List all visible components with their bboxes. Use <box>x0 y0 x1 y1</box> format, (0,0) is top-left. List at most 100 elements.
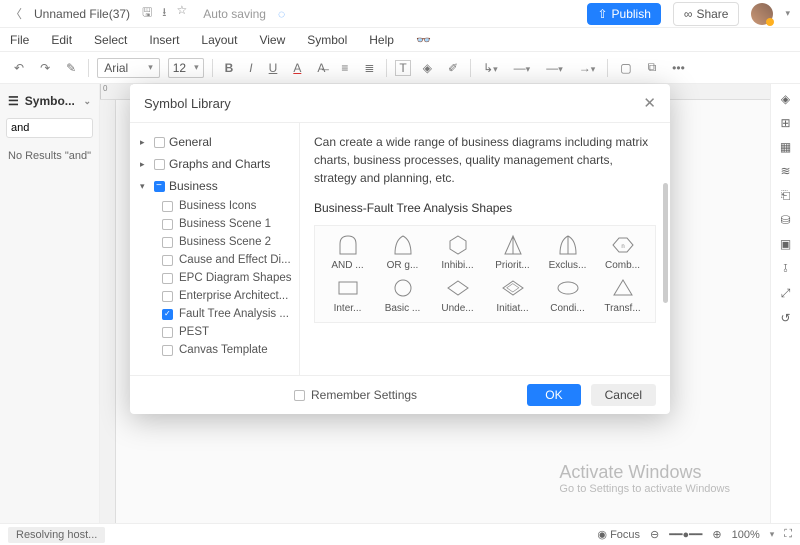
modal-header: Symbol Library ✕ <box>130 84 670 123</box>
shape-item[interactable]: AND ... <box>323 234 372 271</box>
category-tree: ▸General▸Graphs and Charts▾BusinessBusin… <box>130 123 300 375</box>
arrow-icon[interactable]: →▾ <box>575 59 600 77</box>
save-icon[interactable]: 🖫 <box>142 3 152 24</box>
shape-item[interactable]: Priorit... <box>488 234 537 271</box>
menu-view[interactable]: View <box>259 33 285 47</box>
menu-help[interactable]: Help <box>369 33 394 47</box>
fill-icon[interactable]: ◈ <box>419 59 436 77</box>
tree-subcategory[interactable]: Enterprise Architect... <box>134 287 295 305</box>
category-description: Can create a wide range of business diag… <box>314 133 656 187</box>
menu-bar: File Edit Select Insert Layout View Symb… <box>0 28 800 52</box>
tree-subcategory[interactable]: Canvas Template <box>134 341 295 359</box>
shape-item[interactable]: Condi... <box>543 277 592 314</box>
bookmark-icon[interactable]: ⎗ <box>781 188 791 203</box>
symbols-panel-head[interactable]: ☰Symbo...⌄ <box>6 90 93 112</box>
export-icon[interactable]: ⭳ <box>162 3 166 24</box>
publish-button[interactable]: ⇧Publish <box>587 3 660 25</box>
avatar-menu-icon[interactable]: ▾ <box>785 8 790 19</box>
font-size-selector[interactable]: 12▾ <box>168 58 204 78</box>
menu-layout[interactable]: Layout <box>201 33 237 47</box>
font-selector[interactable]: Arial▾ <box>97 58 160 78</box>
zoom-in-icon[interactable]: ⊕ <box>712 528 721 541</box>
italic-icon[interactable]: I <box>245 59 256 77</box>
zoom-slider[interactable]: ━━●━━ <box>669 528 702 541</box>
shapes-grid: AND ...OR g...Inhibi...Priorit...Exclus.… <box>314 225 656 323</box>
database-icon[interactable]: ⛁ <box>780 213 790 227</box>
star-icon[interactable]: ☆ <box>177 3 188 24</box>
crop-icon[interactable]: ▢ <box>616 59 635 77</box>
menu-symbol[interactable]: Symbol <box>307 33 347 47</box>
file-name: Unnamed File(37) <box>34 7 130 21</box>
history-icon[interactable]: ↺ <box>780 311 790 325</box>
align-left-icon[interactable]: ≡ <box>337 59 352 77</box>
underline-icon[interactable]: U <box>265 59 282 77</box>
tree-category[interactable]: ▾Business <box>134 175 295 197</box>
symbol-library-modal: Symbol Library ✕ ▸General▸Graphs and Cha… <box>130 84 670 414</box>
undo-icon[interactable]: ↶ <box>10 59 28 77</box>
chart-icon[interactable]: ⫱ <box>783 261 787 276</box>
menu-file[interactable]: File <box>10 33 29 47</box>
redo-icon[interactable]: ↷ <box>36 59 54 77</box>
ruler-vertical <box>100 100 116 523</box>
tree-subcategory[interactable]: Cause and Effect Di... <box>134 251 295 269</box>
connector-icon[interactable]: ↳▾ <box>479 59 502 77</box>
menu-edit[interactable]: Edit <box>51 33 72 47</box>
tree-subcategory[interactable]: EPC Diagram Shapes <box>134 269 295 287</box>
tree-subcategory[interactable]: Business Scene 2 <box>134 233 295 251</box>
no-results-label: No Results "and" <box>6 144 93 168</box>
scrollbar[interactable] <box>663 183 668 303</box>
format-painter-icon[interactable]: ✎ <box>62 59 80 77</box>
avatar[interactable] <box>751 3 773 25</box>
line-style-icon[interactable]: —▾ <box>510 59 535 77</box>
zoom-value[interactable]: 100% <box>732 529 760 541</box>
expand-icon[interactable]: ⤢ <box>781 286 791 301</box>
modal-title: Symbol Library <box>144 96 231 111</box>
layers-icon[interactable]: ≋ <box>780 164 790 178</box>
tree-subcategory[interactable]: Fault Tree Analysis ... <box>134 305 295 323</box>
back-icon[interactable]: 〈 <box>10 5 22 22</box>
shape-item[interactable]: Exclus... <box>543 234 592 271</box>
shape-item[interactable]: Inhibi... <box>433 234 482 271</box>
pen-icon[interactable]: ✐ <box>444 59 462 77</box>
shape-item[interactable]: nComb... <box>598 234 647 271</box>
focus-button[interactable]: ◉ Focus <box>597 528 640 541</box>
shape-item[interactable]: OR g... <box>378 234 427 271</box>
app-icon[interactable]: ▣ <box>780 237 791 251</box>
ok-button[interactable]: OK <box>527 384 580 406</box>
text-tool-icon[interactable]: T <box>395 60 410 76</box>
share-button[interactable]: ∞Share <box>673 2 740 26</box>
line-type-icon[interactable]: —▾ <box>542 59 567 77</box>
tree-subcategory[interactable]: PEST <box>134 323 295 341</box>
shape-item[interactable]: Unde... <box>433 277 482 314</box>
font-color-icon[interactable]: A <box>289 59 305 77</box>
remember-checkbox[interactable]: Remember Settings <box>294 388 417 402</box>
layers-add-icon[interactable]: ⊞ <box>780 116 790 130</box>
zoom-out-icon[interactable]: ⊖ <box>650 528 659 541</box>
shape-item[interactable]: Basic ... <box>378 277 427 314</box>
tree-subcategory[interactable]: Business Icons <box>134 197 295 215</box>
diamond-icon[interactable]: ◈ <box>781 92 790 106</box>
symbols-panel: ☰Symbo...⌄ No Results "and" <box>0 84 100 523</box>
eye-icon[interactable]: 👓 <box>416 33 431 47</box>
windows-watermark: Activate Windows Go to Settings to activ… <box>559 462 730 495</box>
loading-icon: ◌ <box>278 7 285 21</box>
shape-item[interactable]: Inter... <box>323 277 372 314</box>
more-icon[interactable]: ••• <box>668 59 689 77</box>
shape-item[interactable]: Transf... <box>598 277 647 314</box>
copy-icon[interactable]: ⧉ <box>644 58 661 77</box>
symbol-search-input[interactable] <box>6 118 93 138</box>
tree-subcategory[interactable]: Business Scene 1 <box>134 215 295 233</box>
align-center-icon[interactable]: ≣ <box>360 59 378 77</box>
menu-insert[interactable]: Insert <box>149 33 179 47</box>
tree-category[interactable]: ▸Graphs and Charts <box>134 153 295 175</box>
menu-select[interactable]: Select <box>94 33 127 47</box>
shape-item[interactable]: Initiat... <box>488 277 537 314</box>
strike-icon[interactable]: A̶ <box>313 59 329 77</box>
modal-footer: Remember Settings OK Cancel <box>130 375 670 414</box>
grid-icon[interactable]: ▦ <box>780 140 791 154</box>
cancel-button[interactable]: Cancel <box>591 384 656 406</box>
close-icon[interactable]: ✕ <box>643 94 656 112</box>
tree-category[interactable]: ▸General <box>134 131 295 153</box>
fullscreen-icon[interactable]: ⛶ <box>784 528 792 541</box>
bold-icon[interactable]: B <box>221 59 238 77</box>
